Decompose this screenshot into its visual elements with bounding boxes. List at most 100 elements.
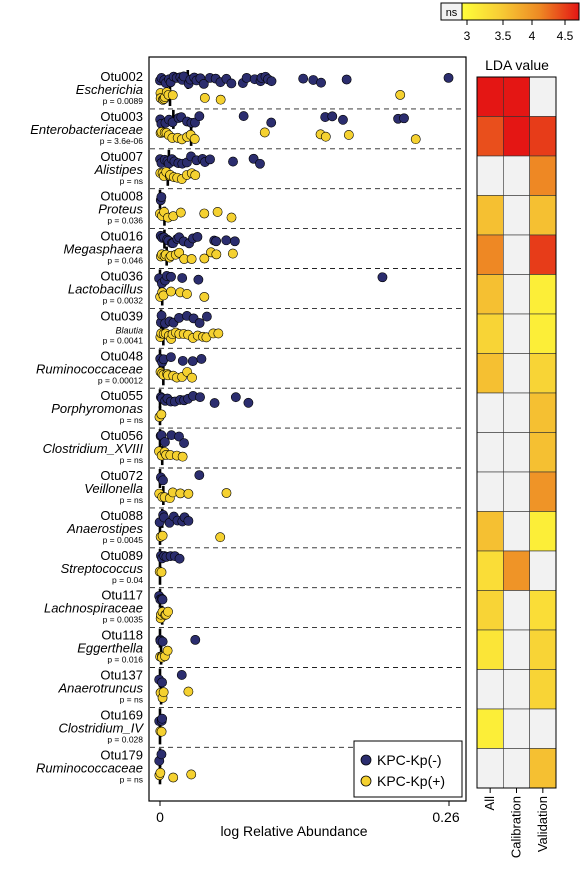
point-neg bbox=[157, 594, 168, 605]
heatmap-cell bbox=[503, 195, 530, 236]
row-taxon-label: Blautia bbox=[115, 325, 143, 335]
heatmap-cell bbox=[503, 471, 530, 512]
point-neg bbox=[266, 76, 277, 87]
point-neg bbox=[230, 392, 241, 403]
point-neg bbox=[228, 156, 238, 167]
point-pos bbox=[343, 130, 354, 140]
row-taxon-label: Alistipes bbox=[94, 162, 144, 177]
row-separators bbox=[150, 108, 465, 748]
colorbar-tick-label: 4 bbox=[529, 29, 536, 43]
heatmap-col-label: Calibration bbox=[509, 796, 524, 858]
heatmap-cell bbox=[529, 511, 557, 552]
heatmap-cell bbox=[476, 669, 504, 710]
point-pos bbox=[226, 212, 237, 223]
point-neg bbox=[255, 158, 265, 169]
point-neg bbox=[377, 272, 388, 283]
colorbar-tick-label: 3 bbox=[464, 29, 471, 43]
row-otu-label: Otu089 bbox=[100, 548, 143, 563]
heatmap-cell bbox=[529, 471, 557, 512]
heatmap-cell bbox=[529, 590, 557, 631]
row-otu-label: Otu003 bbox=[100, 109, 143, 124]
row-otu-label: Otu002 bbox=[100, 69, 143, 84]
heatmap-cell bbox=[529, 353, 557, 394]
heatmap-cell bbox=[503, 748, 530, 789]
point-pos bbox=[156, 409, 167, 420]
colorbar-ns-label: ns bbox=[446, 7, 458, 19]
row-otu-label: Otu088 bbox=[100, 508, 143, 523]
row-otu-label: Otu039 bbox=[100, 308, 143, 323]
heatmap-cell bbox=[529, 76, 557, 117]
row-p-label: p = ns bbox=[120, 415, 143, 425]
heatmap-title: LDA value bbox=[485, 57, 549, 73]
row-p-label: p = 0.0032 bbox=[103, 296, 144, 306]
point-neg bbox=[221, 235, 232, 246]
point-neg bbox=[266, 117, 277, 128]
row-p-label: p = 3.6e-06 bbox=[100, 136, 144, 146]
heatmap-cell bbox=[476, 195, 504, 236]
row-taxon-label: Enterobacteriaceae bbox=[30, 122, 143, 137]
row-p-label: p = 0.04 bbox=[112, 575, 143, 585]
heatmap-cell bbox=[476, 392, 504, 433]
heatmap-cell bbox=[503, 155, 530, 196]
point-neg bbox=[174, 431, 184, 442]
row-otu-label: Otu007 bbox=[100, 149, 143, 164]
point-pos bbox=[199, 291, 210, 302]
point-pos bbox=[156, 567, 167, 578]
row-taxon-label: Clostridium_IV bbox=[58, 720, 144, 735]
heatmap-cell bbox=[503, 392, 530, 433]
point-neg bbox=[157, 713, 168, 724]
row-p-label: p = ns bbox=[120, 495, 143, 505]
heatmap-cell bbox=[476, 116, 504, 157]
row-otu-label: Otu048 bbox=[100, 348, 143, 363]
row-p-label: p = 0.028 bbox=[107, 734, 143, 744]
point-neg bbox=[157, 636, 168, 647]
point-pos bbox=[177, 451, 188, 462]
point-pos bbox=[190, 170, 201, 181]
row-p-label: p = 0.0035 bbox=[103, 615, 144, 625]
x-tick-label: 0 bbox=[156, 809, 164, 825]
heatmap-cell bbox=[503, 274, 530, 315]
row-taxon-label: Escherichia bbox=[76, 82, 143, 97]
heatmap-cell bbox=[503, 550, 530, 591]
colorbar-tick-label: 3.5 bbox=[495, 29, 512, 43]
heatmap-cell bbox=[476, 550, 504, 591]
heatmap-cell bbox=[503, 708, 530, 749]
data-points bbox=[154, 71, 454, 783]
legend-marker-neg bbox=[360, 754, 372, 766]
heatmap-cell bbox=[503, 353, 530, 394]
row-taxon-label: Porphyromonas bbox=[51, 401, 143, 416]
point-pos bbox=[211, 249, 222, 260]
point-neg bbox=[341, 74, 352, 85]
row-p-label: p = ns bbox=[120, 695, 143, 705]
colorbar-gradient bbox=[461, 2, 580, 21]
point-pos bbox=[213, 328, 224, 339]
point-neg bbox=[193, 274, 204, 285]
point-neg bbox=[157, 677, 167, 688]
row-otu-label: Otu137 bbox=[100, 668, 143, 683]
row-p-label: p = 0.036 bbox=[107, 216, 143, 226]
point-neg bbox=[196, 354, 207, 364]
row-p-label: p = 0.0089 bbox=[103, 96, 144, 106]
point-pos bbox=[163, 606, 173, 617]
point-neg bbox=[183, 516, 194, 526]
point-pos bbox=[410, 134, 421, 145]
point-neg bbox=[158, 475, 168, 486]
point-neg bbox=[179, 438, 189, 448]
legend-label-neg: KPC-Kp(-) bbox=[377, 752, 442, 768]
x-tick-label: 0.26 bbox=[432, 809, 459, 825]
lda-colorbar: ns 3 3.5 4 4.5 bbox=[440, 2, 580, 43]
point-neg bbox=[226, 78, 237, 89]
row-taxon-label: Proteus bbox=[98, 202, 143, 217]
point-neg bbox=[241, 72, 252, 83]
point-pos bbox=[199, 92, 210, 103]
heatmap-cell bbox=[503, 590, 530, 631]
heatmap-cell bbox=[503, 234, 530, 275]
heatmap-cell bbox=[529, 234, 557, 275]
point-pos bbox=[168, 772, 179, 783]
heatmap-cell bbox=[476, 511, 504, 552]
point-neg bbox=[194, 318, 205, 328]
row-otu-label: Otu179 bbox=[100, 747, 143, 762]
heatmap-cell bbox=[503, 629, 530, 670]
heatmap-cell bbox=[529, 550, 557, 591]
